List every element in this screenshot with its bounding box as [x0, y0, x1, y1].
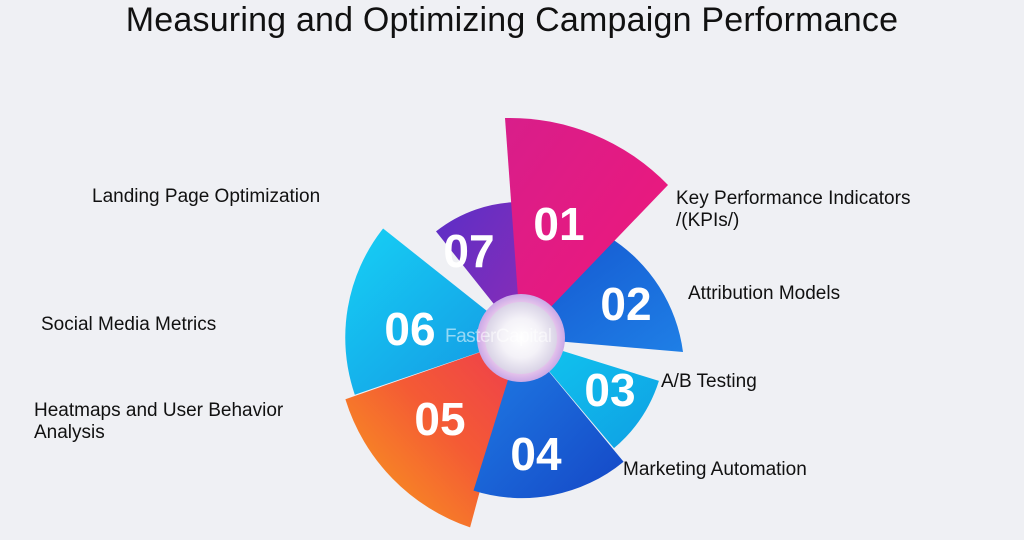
watermark: FasterCapital — [445, 326, 552, 347]
label-07: Landing Page Optimization — [92, 186, 321, 207]
segment-06-number: 06 — [384, 303, 435, 355]
label-01: Key Performance Indicators /(KPIs/) — [676, 188, 911, 231]
label-02: Attribution Models — [688, 283, 841, 304]
segment-03-wedge — [521, 338, 659, 449]
label-06: Social Media Metrics — [41, 314, 217, 335]
segment-02-number: 02 — [600, 278, 651, 330]
label-04: Marketing Automation — [623, 459, 807, 480]
segment-01-number: 01 — [533, 198, 584, 250]
segment-04-number: 04 — [510, 428, 562, 480]
segment-01-wedge — [505, 117, 668, 338]
label-03: A/B Testing — [661, 371, 757, 392]
page-title: Measuring and Optimizing Campaign Perfor… — [125, 1, 899, 39]
segment-05-number: 05 — [414, 393, 465, 445]
segment-06-wedge — [345, 228, 521, 395]
segment-03-number: 03 — [584, 364, 635, 416]
label-05: Heatmaps and User Behavior Analysis — [34, 400, 284, 443]
segment-07-number: 07 — [443, 225, 494, 277]
hub-center — [485, 302, 557, 374]
